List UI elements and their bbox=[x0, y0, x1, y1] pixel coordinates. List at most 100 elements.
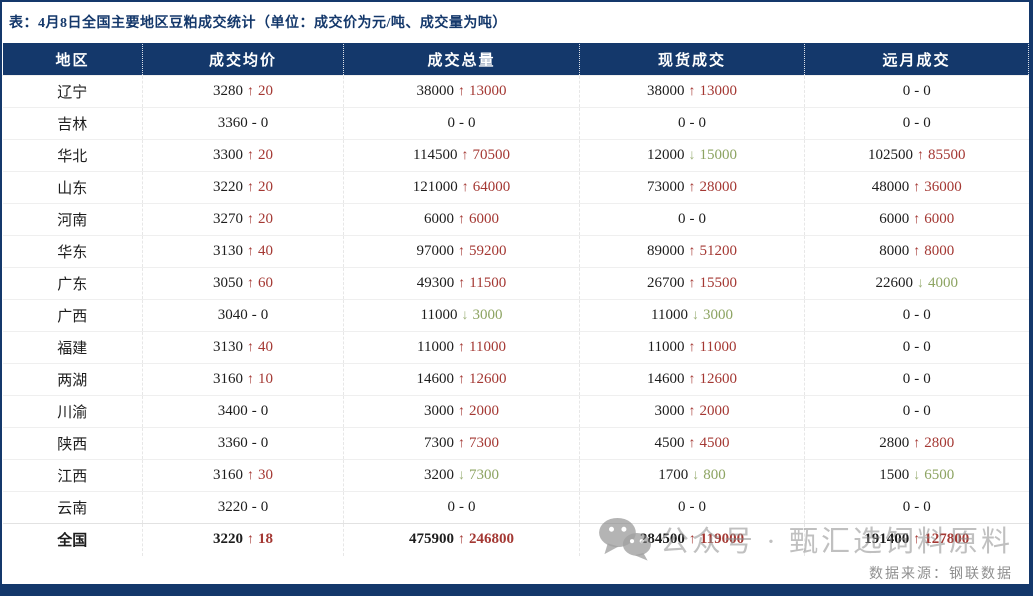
up-arrow-icon: ↑ bbox=[688, 276, 696, 291]
value-cell: 102500 ↑ 85500 bbox=[804, 139, 1029, 172]
table-row: 山东 3220 ↑ 20 121000 ↑ 64000 73000 ↑ 28000 48000 ↑ 36… bbox=[2, 171, 1029, 204]
value: 3130 bbox=[213, 243, 243, 259]
up-arrow-icon: ↑ bbox=[913, 244, 921, 259]
up-arrow-icon: ↑ bbox=[688, 84, 696, 99]
table-row: 河南 3270 ↑ 20 6000 ↑ 6000 0-0 6000 ↑ 6000 bbox=[2, 203, 1029, 236]
change-value: 0 bbox=[923, 339, 931, 355]
region-cell: 福建 bbox=[2, 331, 143, 364]
value-cell: 2800 ↑ 2800 bbox=[804, 427, 1029, 460]
change-value: 3000 bbox=[702, 307, 733, 323]
table-body: 辽宁 3280 ↑ 20 38000 ↑ 13000 38000 ↑ 13000 0-0 吉林 3360… bbox=[2, 75, 1029, 556]
no-change-dash: - bbox=[914, 403, 920, 419]
change-value: 13000 bbox=[469, 83, 507, 99]
change-value: 36000 bbox=[924, 179, 962, 195]
up-arrow-icon: ↑ bbox=[458, 212, 465, 227]
down-arrow-icon: ↓ bbox=[691, 308, 699, 323]
region-cell: 山东 bbox=[2, 171, 143, 204]
change-value: 0 bbox=[260, 115, 269, 131]
value-cell: 3000 ↑ 2000 bbox=[579, 395, 805, 428]
no-change-dash: - bbox=[689, 499, 695, 515]
region-cell: 华东 bbox=[2, 235, 143, 268]
value-cell: 3200 ↓ 7300 bbox=[343, 459, 580, 492]
value-cell: 3220 ↑ 20 bbox=[142, 171, 344, 204]
change-value: 60 bbox=[258, 275, 273, 291]
region-cell: 全国 bbox=[2, 523, 143, 556]
up-arrow-icon: ↑ bbox=[688, 436, 696, 451]
up-arrow-icon: ↑ bbox=[688, 404, 696, 419]
value-cell: 11000 ↑ 11000 bbox=[343, 331, 580, 364]
change-value: 0 bbox=[923, 83, 931, 99]
up-arrow-icon: ↑ bbox=[461, 180, 469, 195]
value-cell: 26700 ↑ 15500 bbox=[579, 267, 805, 300]
up-arrow-icon: ↑ bbox=[247, 212, 254, 227]
value: 3050 bbox=[213, 275, 243, 291]
value: 7300 bbox=[424, 435, 454, 451]
value-cell: 11000 ↓ 3000 bbox=[579, 299, 805, 332]
change-value: 20 bbox=[258, 83, 273, 99]
value: 14600 bbox=[416, 371, 455, 387]
value: 3400 bbox=[217, 403, 248, 419]
down-arrow-icon: ↓ bbox=[917, 276, 924, 291]
table-header-row: 地区 成交均价 成交总量 现货成交 远月成交 bbox=[2, 42, 1029, 76]
up-arrow-icon: ↑ bbox=[247, 180, 254, 195]
up-arrow-icon: ↑ bbox=[688, 532, 696, 548]
value: 4500 bbox=[654, 435, 685, 451]
region-cell: 江西 bbox=[2, 459, 143, 492]
change-value: 7300 bbox=[469, 435, 499, 451]
change-value: 85500 bbox=[928, 147, 966, 163]
up-arrow-icon: ↑ bbox=[913, 532, 921, 548]
value-cell: 3130 ↑ 40 bbox=[142, 331, 344, 364]
value-cell: 0-0 bbox=[579, 203, 805, 236]
region-cell: 陕西 bbox=[2, 427, 143, 460]
value-cell: 3050 ↑ 60 bbox=[142, 267, 344, 300]
change-value: 51200 bbox=[699, 243, 738, 259]
value: 3220 bbox=[217, 499, 248, 515]
value-cell: 0-0 bbox=[804, 331, 1029, 364]
value: 0 bbox=[678, 115, 686, 131]
change-value: 20 bbox=[258, 147, 273, 163]
table-row: 广西 3040-0 11000 ↓ 3000 11000 ↓ 3000 0-0 bbox=[2, 299, 1029, 332]
down-arrow-icon: ↓ bbox=[461, 308, 469, 323]
value: 3000 bbox=[654, 403, 685, 419]
value-cell: 1500 ↓ 6500 bbox=[804, 459, 1029, 492]
table-row: 川渝 3400-0 3000 ↑ 2000 3000 ↑ 2000 0-0 bbox=[2, 395, 1029, 428]
change-value: 2000 bbox=[469, 403, 499, 419]
value-cell: 8000 ↑ 8000 bbox=[804, 235, 1029, 268]
value: 14600 bbox=[647, 371, 685, 387]
value-cell: 3280 ↑ 20 bbox=[142, 75, 344, 108]
change-value: 40 bbox=[258, 339, 273, 355]
value: 0 bbox=[447, 499, 456, 515]
change-value: 0 bbox=[260, 403, 269, 419]
value-cell: 14600 ↑ 12600 bbox=[579, 363, 805, 396]
column-header-region: 地区 bbox=[2, 42, 143, 76]
region-cell: 华北 bbox=[2, 139, 143, 172]
value: 2800 bbox=[879, 435, 910, 451]
value-cell: 6000 ↑ 6000 bbox=[804, 203, 1029, 236]
change-value: 59200 bbox=[469, 243, 507, 259]
change-value: 6000 bbox=[469, 211, 499, 227]
change-value: 119000 bbox=[699, 531, 745, 548]
data-source-note: 数据来源：钢联数据 bbox=[869, 567, 1013, 582]
value-cell: 4500 ↑ 4500 bbox=[579, 427, 805, 460]
value: 11000 bbox=[651, 307, 688, 323]
change-value: 0 bbox=[468, 499, 476, 515]
value: 38000 bbox=[416, 83, 455, 99]
value-cell: 3160 ↑ 10 bbox=[142, 363, 344, 396]
table-row: 福建 3130 ↑ 40 11000 ↑ 11000 11000 ↑ 11000 0-0 bbox=[2, 331, 1029, 364]
change-value: 12600 bbox=[469, 371, 507, 387]
value: 22600 bbox=[875, 275, 914, 291]
no-change-dash: - bbox=[251, 115, 257, 131]
down-arrow-icon: ↓ bbox=[458, 468, 465, 483]
change-value: 28000 bbox=[699, 179, 738, 195]
region-cell: 云南 bbox=[2, 491, 143, 524]
value-cell: 1700 ↓ 800 bbox=[579, 459, 805, 492]
change-value: 10 bbox=[258, 371, 273, 387]
value: 3200 bbox=[424, 467, 454, 483]
up-arrow-icon: ↑ bbox=[458, 532, 465, 548]
no-change-dash: - bbox=[914, 115, 920, 131]
up-arrow-icon: ↑ bbox=[458, 244, 465, 259]
value-cell: 0-0 bbox=[804, 299, 1029, 332]
value-cell: 3270 ↑ 20 bbox=[142, 203, 344, 236]
change-value: 11000 bbox=[469, 339, 506, 355]
